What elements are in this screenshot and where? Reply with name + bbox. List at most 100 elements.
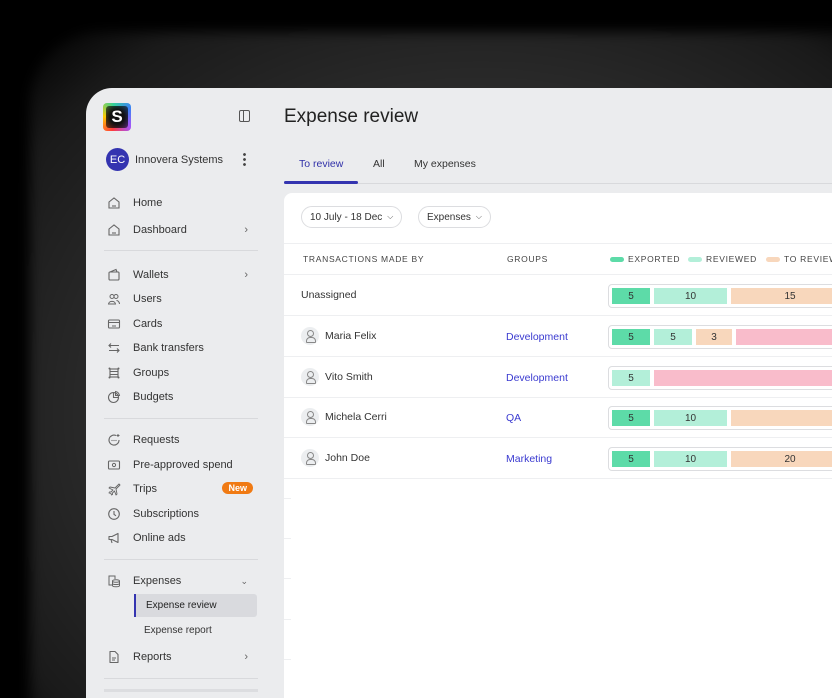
report-icon [106, 649, 122, 665]
sidebar-item-home[interactable]: Home [106, 192, 256, 214]
segment-to-review: 3 [696, 329, 732, 345]
sidebar-item-budgets[interactable]: Budgets [106, 386, 256, 408]
user-icon [301, 449, 319, 467]
sidebar-item-groups[interactable]: Groups [106, 362, 256, 384]
column-header-made-by[interactable]: TRANSACTIONS MADE BY [303, 254, 425, 264]
expenses-icon [106, 573, 122, 589]
segment-reviewed: 10 [654, 410, 727, 426]
wallet-icon [106, 267, 122, 283]
table-row[interactable]: Maria Felix Development 5 5 3 [284, 317, 832, 357]
new-badge: New [222, 482, 253, 494]
status-bar[interactable]: 5 15 [608, 366, 832, 390]
avatar: EC [106, 148, 129, 171]
segment-exported: 5 [612, 329, 650, 345]
group-link[interactable]: Development [506, 372, 568, 384]
tab-my-expenses[interactable]: My expenses [414, 158, 476, 170]
table-row[interactable]: Vito Smith Development 5 15 [284, 358, 832, 398]
tab-to-review[interactable]: To review [299, 158, 344, 170]
row-name: Unassigned [301, 289, 357, 301]
table-row[interactable]: Michela Cerri QA 5 10 20 [284, 398, 832, 438]
sidebar-item-expenses[interactable]: Expenses ⌄ [106, 570, 256, 592]
sidebar: S EC Innovera Systems Home Dashboard › W… [86, 88, 272, 698]
divider [104, 678, 258, 679]
org-switcher[interactable]: EC Innovera Systems [106, 148, 256, 171]
user-icon [301, 408, 319, 426]
segment-exported: 5 [612, 288, 650, 304]
pre-approved-icon [106, 457, 122, 473]
sidebar-item-wallets[interactable]: Wallets › [106, 264, 256, 286]
expense-review-panel: 10 July - 18 Dec ⌵ Expenses ⌵ TRANSACTIO… [284, 193, 832, 698]
user-icon [301, 327, 319, 345]
transfer-icon [106, 340, 122, 356]
group-link[interactable]: Development [506, 331, 568, 343]
group-link[interactable]: Marketing [506, 453, 553, 465]
sidebar-item-requests[interactable]: Requests [106, 429, 256, 451]
segment-exported: 5 [612, 410, 650, 426]
segment-reviewed: 5 [654, 329, 692, 345]
users-icon [106, 291, 122, 307]
sidebar-item-subscriptions[interactable]: Subscriptions [106, 503, 256, 525]
divider [104, 250, 258, 251]
sidebar-item-reports[interactable]: Reports › [106, 646, 256, 668]
more-vertical-icon[interactable] [243, 152, 246, 166]
segment-to-review: 20 [731, 410, 832, 426]
groups-icon [106, 365, 122, 381]
app-window: S EC Innovera Systems Home Dashboard › W… [86, 88, 832, 698]
sidebar-item-cards[interactable]: Cards [106, 313, 256, 335]
row-person: Michela Cerri [301, 408, 387, 426]
sidebar-collapse-icon[interactable] [239, 110, 250, 122]
page-title: Expense review [284, 106, 419, 127]
legend-reviewed: REVIEWED [688, 254, 757, 264]
sidebar-item-users[interactable]: Users [106, 288, 256, 310]
segment-to-review: 20 [731, 451, 832, 467]
app-logo[interactable]: S [103, 103, 131, 131]
row-person: John Doe [301, 449, 370, 467]
legend-swatch [688, 256, 702, 262]
chevron-right-icon: › [244, 224, 248, 236]
org-name: Innovera Systems [135, 153, 224, 166]
active-tab-indicator [284, 181, 358, 184]
divider [284, 659, 291, 660]
status-bar[interactable]: 5 5 3 [608, 325, 832, 349]
column-header-groups[interactable]: GROUPS [507, 254, 549, 264]
segment-exported: 5 [612, 451, 650, 467]
sidebar-item-trips[interactable]: Trips New [106, 478, 256, 500]
chevron-right-icon: › [244, 269, 248, 281]
legend-swatch [610, 256, 624, 262]
group-link[interactable]: QA [506, 412, 522, 424]
segment-reviewed: 10 [654, 451, 727, 467]
legend-to-review: TO REVIEW [766, 254, 832, 264]
segment-rejected: 15 [654, 370, 832, 386]
segment-to-review: 15 [731, 288, 832, 304]
chevron-down-icon: ⌄ [240, 575, 248, 586]
tab-bar: To review All My expenses [284, 148, 832, 184]
tab-all[interactable]: All [373, 158, 385, 170]
plane-icon [106, 481, 122, 497]
date-range-filter[interactable]: 10 July - 18 Dec ⌵ [301, 206, 403, 228]
type-filter[interactable]: Expenses ⌵ [418, 206, 491, 228]
divider [104, 559, 258, 560]
chevron-down-icon: ⌵ [475, 212, 482, 221]
requests-icon [106, 432, 122, 448]
table-row[interactable]: Unassigned 5 10 15 [284, 276, 832, 316]
sidebar-item-pre-approved-spend[interactable]: Pre-approved spend [106, 454, 256, 476]
segment-reviewed: 10 [654, 288, 727, 304]
divider [284, 619, 291, 620]
table-row[interactable]: John Doe Marketing 5 10 20 [284, 439, 832, 479]
sidebar-item-dashboard[interactable]: Dashboard › [106, 219, 256, 241]
status-bar[interactable]: 5 10 15 [608, 284, 832, 308]
dashboard-icon [106, 222, 122, 238]
sidebar-item-online-ads[interactable]: Online ads [106, 527, 256, 549]
home-icon [106, 195, 122, 211]
sidebar-subitem-expense-review[interactable]: Expense review [134, 594, 257, 617]
legend-swatch [766, 256, 780, 262]
sidebar-subitem-expense-report[interactable]: Expense report [144, 625, 212, 636]
table-header: TRANSACTIONS MADE BY GROUPS EXPORTED REV… [284, 243, 832, 275]
sidebar-item-bank-transfers[interactable]: Bank transfers [106, 337, 256, 359]
status-bar[interactable]: 5 10 20 [608, 447, 832, 471]
divider [104, 418, 258, 419]
segment-rejected [736, 329, 832, 345]
divider [104, 689, 258, 692]
pie-chart-icon [106, 389, 122, 405]
status-bar[interactable]: 5 10 20 [608, 406, 832, 430]
